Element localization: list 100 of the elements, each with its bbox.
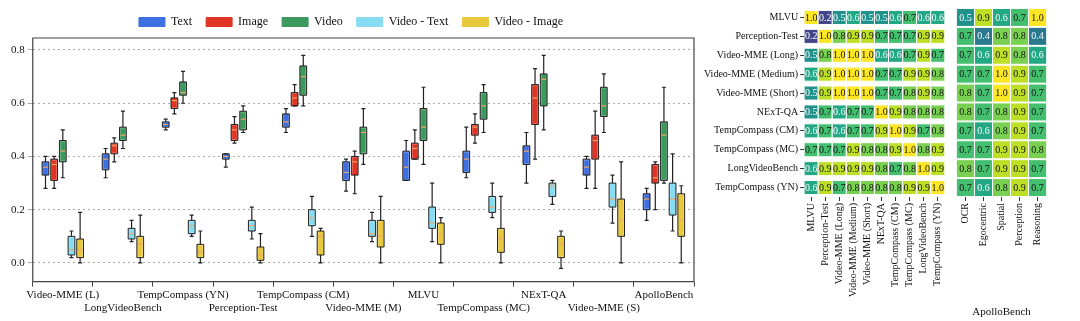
data-label: 0.8: [818, 49, 832, 61]
y-tick-label: TempCompass (MC): [714, 143, 799, 156]
data-label: 0.9: [931, 162, 945, 174]
data-label: 0.9: [818, 87, 832, 99]
data-label: 0.7: [818, 143, 832, 155]
data-label: 0.9: [889, 143, 902, 155]
data-label: 0.8: [875, 143, 888, 155]
data-label: 0.9: [818, 68, 832, 80]
x-tick-label: Reasoning: [1031, 203, 1043, 246]
x-tick-label: TempCompass (MC): [903, 203, 916, 288]
data-label: 0.7: [959, 49, 972, 61]
data-label: 0.7: [959, 143, 972, 155]
data-label: 0.8: [833, 30, 846, 42]
data-label: 0.7: [875, 30, 888, 42]
x-tick-label: LongVideoBench: [84, 301, 163, 314]
y-tick-label: 0.2: [11, 202, 25, 215]
data-label: 0.8: [959, 87, 972, 99]
data-label: 0.7: [875, 68, 888, 80]
data-label: 0.9: [917, 68, 930, 80]
data-label: 0.9: [1013, 68, 1026, 80]
data-label: 0.7: [1031, 106, 1044, 118]
data-label: 0.7: [1013, 11, 1026, 23]
data-label: 1.0: [861, 87, 874, 99]
data-label: 0.4: [977, 30, 990, 42]
y-tick-label: MLVU: [769, 11, 799, 23]
data-label: 0.6: [1031, 49, 1044, 61]
data-label: 0.9: [903, 68, 916, 80]
y-tick-label: NExT-QA: [756, 105, 799, 117]
data-label: 0.9: [977, 11, 990, 23]
data-label: 0.9: [847, 30, 860, 42]
x-tick-label: TempCompass (YN): [931, 203, 944, 286]
y-tick-label: TempCompass (YN): [715, 181, 799, 194]
data-label: 0.6: [833, 124, 846, 136]
data-label: 0.9: [818, 162, 832, 174]
x-tick-label: NExT-QA: [875, 202, 887, 245]
data-label: 0.6: [995, 11, 1008, 23]
y-tick-label: 0.4: [11, 149, 26, 162]
data-label: 0.6: [875, 49, 888, 61]
data-label: 0.7: [875, 87, 888, 99]
y-tick-label: Video-MME (Medium): [704, 67, 799, 80]
data-label: 0.9: [995, 143, 1008, 155]
data-label: 1.0: [818, 30, 832, 42]
x-tick-label: Video-MME (L): [26, 288, 100, 302]
data-label: 1.0: [847, 49, 860, 61]
data-label: 0.7: [959, 124, 972, 136]
data-label: 0.7: [818, 106, 832, 118]
data-label: 0.8: [861, 181, 874, 193]
data-label: 0.7: [959, 30, 972, 42]
data-label: 0.9: [1013, 181, 1026, 193]
x-tick-label: TempCompass (CM): [257, 288, 350, 302]
x-tick-label: Video-MME (Medium): [846, 203, 859, 298]
data-label: 0.7: [903, 30, 916, 42]
data-label: 1.0: [833, 87, 846, 99]
data-label: 0.9: [995, 162, 1008, 174]
data-label: 1.0: [847, 87, 860, 99]
data-label: 0.9: [818, 181, 832, 193]
y-tick-label: TempCompass (CM): [714, 124, 799, 137]
data-label: 0.9: [931, 143, 945, 155]
x-tick-label: Perception-Test: [208, 301, 278, 314]
x-tick-label: Video-MME (Short): [861, 203, 874, 285]
data-label: 0.9: [995, 49, 1008, 61]
data-label: 0.7: [818, 124, 832, 136]
y-tick-label: Video-MME (Long): [716, 48, 799, 61]
legend-label: Video: [314, 14, 343, 29]
data-label: 0.8: [889, 181, 902, 193]
data-label: 0.9: [917, 30, 930, 42]
x-tick-label: TempCompass (MC): [437, 301, 531, 315]
data-label: 0.8: [959, 106, 972, 118]
data-label: 0.8: [875, 162, 888, 174]
data-label: 0.9: [903, 124, 916, 136]
data-label: 0.8: [903, 106, 916, 118]
data-label: 0.7: [977, 162, 990, 174]
data-label: 1.0: [995, 68, 1008, 80]
data-label: 0.7: [833, 143, 846, 155]
data-label: 0.6: [804, 124, 818, 136]
x-tick-label: ApolloBench: [634, 288, 694, 301]
data-label: 0.7: [931, 49, 945, 61]
x-tick-label: NExT-QA: [521, 288, 567, 301]
data-label: 1.0: [861, 49, 874, 61]
data-label: 0.8: [959, 162, 972, 174]
y-tick-label: Video-MME (Short): [716, 86, 799, 99]
data-label: 0.9: [1013, 106, 1026, 118]
y-tick-label: 0.6: [11, 96, 26, 109]
data-label: 1.0: [903, 143, 916, 155]
data-label: 0.6: [804, 68, 818, 80]
data-label: 0.6: [917, 11, 930, 23]
data-label: 0.8: [917, 143, 930, 155]
data-label: 0.7: [889, 87, 902, 99]
data-label: 0.6: [804, 162, 818, 174]
data-label: 1.0: [804, 11, 818, 23]
data-label: 0.7: [917, 124, 930, 136]
data-label: 0.8: [995, 30, 1008, 42]
data-label: 0.9: [1013, 124, 1026, 136]
x-tick-label: Spatial: [995, 202, 1007, 231]
data-label: 1.0: [889, 124, 902, 136]
data-label: 0.7: [1031, 87, 1044, 99]
x-tick-label: MLVU: [407, 288, 440, 301]
data-label: 0.8: [861, 143, 874, 155]
data-label: 0.7: [977, 68, 990, 80]
data-label: 0.9: [847, 143, 860, 155]
